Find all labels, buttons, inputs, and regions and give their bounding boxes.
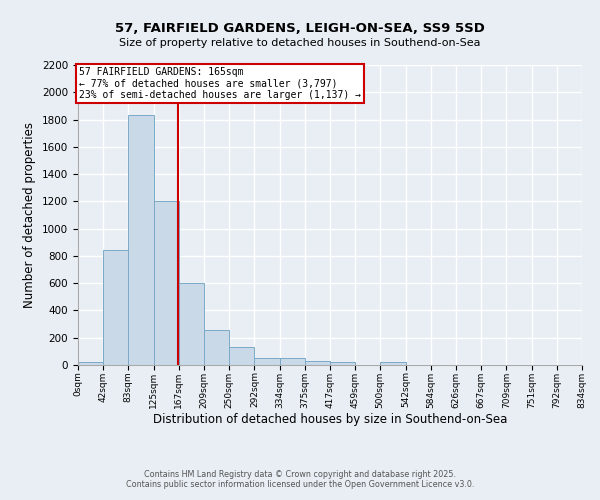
Bar (330, 362, 355, 365)
Bar (78, 362, 103, 365)
Bar (229, 348, 254, 365)
Bar (280, 358, 305, 365)
Bar (380, 362, 406, 365)
Bar (128, 116, 154, 365)
Text: 57, FAIRFIELD GARDENS, LEIGH-ON-SEA, SS9 5SD: 57, FAIRFIELD GARDENS, LEIGH-ON-SEA, SS9… (115, 22, 485, 36)
Text: Size of property relative to detached houses in Southend-on-Sea: Size of property relative to detached ho… (119, 38, 481, 48)
Y-axis label: Number of detached properties: Number of detached properties (23, 122, 37, 308)
Bar (305, 361, 330, 365)
Bar (205, 330, 229, 365)
Bar (254, 358, 280, 365)
Text: 57 FAIRFIELD GARDENS: 165sqm
← 77% of detached houses are smaller (3,797)
23% of: 57 FAIRFIELD GARDENS: 165sqm ← 77% of de… (79, 67, 361, 100)
X-axis label: Distribution of detached houses by size in Southend-on-Sea: Distribution of detached houses by size … (153, 413, 507, 426)
Bar (179, 283, 205, 365)
Text: Contains HM Land Registry data © Crown copyright and database right 2025.
Contai: Contains HM Land Registry data © Crown c… (126, 470, 474, 489)
Bar (154, 202, 179, 365)
Bar (103, 250, 128, 365)
